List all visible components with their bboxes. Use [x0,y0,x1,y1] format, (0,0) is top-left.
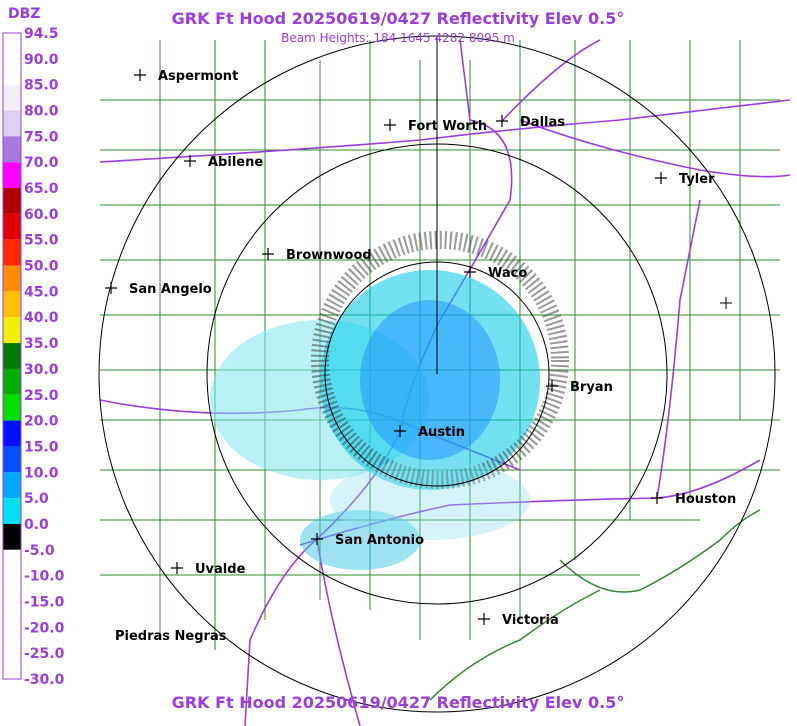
legend-label: 55.0 [24,233,59,249]
legend-swatch [3,420,21,447]
legend-label: -10.0 [24,569,65,585]
legend-label: 60.0 [24,207,59,223]
legend-label: 90.0 [24,52,59,68]
legend-label: 94.5 [24,26,59,42]
city-label: Dallas [520,115,565,130]
city-marker [262,248,274,260]
legend-swatch [3,162,21,189]
city-marker [651,492,663,504]
legend-label: 80.0 [24,104,59,120]
legend-label: 20.0 [24,414,59,430]
city-marker [384,119,396,131]
legend-label: 45.0 [24,284,59,300]
legend-swatch [3,498,21,524]
city-marker [464,266,476,278]
city-marker [184,155,196,167]
legend-label: 30.0 [24,362,59,378]
city-label: San Antonio [335,533,424,548]
legend-frame [2,32,22,680]
marker [720,297,732,309]
legend-swatch [3,343,21,369]
city-label: Austin [418,425,465,440]
footer-title: GRK Ft Hood 20250619/0427 Reflectivity E… [172,693,625,712]
city-marker [655,172,667,184]
legend-swatch [3,58,21,85]
legend-swatch [3,653,21,679]
legend-swatch [3,575,21,602]
legend-label: -25.0 [24,646,65,662]
legend-swatch [3,239,21,266]
coastline [429,509,761,701]
legend-swatch [3,523,21,550]
legend-label: 50.0 [24,259,59,275]
legend-label: 65.0 [24,181,59,197]
legend-swatch [3,291,21,318]
city-marker [546,380,558,392]
legend-swatch [3,213,21,240]
legend-label: 25.0 [24,388,59,404]
legend-label: -5.0 [24,543,55,559]
legend-label: -20.0 [24,620,65,636]
city-marker [496,115,508,127]
legend-label: 40.0 [24,310,59,326]
city-marker [478,613,490,625]
legend-swatch [3,265,21,292]
city-label: Uvalde [195,562,246,577]
legend-swatch [3,368,21,395]
city-label: Victoria [502,613,559,628]
city-marker [105,282,117,294]
radar-echo [210,231,569,570]
legend: DBZ 94.5 90.0 85.0 80.0 75.0 70.0 65.0 60.0 55.0… [2,6,65,688]
legend-label: 85.0 [24,78,59,94]
legend-label: 70.0 [24,155,59,171]
city-marker [134,69,146,81]
range-rings [98,35,776,713]
legend-swatch [3,446,21,473]
legend-label: -15.0 [24,594,65,610]
legend-swatch [3,601,21,628]
title: GRK Ft Hood 20250619/0427 Reflectivity E… [172,9,625,28]
legend-label: 75.0 [24,129,59,145]
legend-label: -30.0 [24,672,65,688]
legend-swatch [3,317,21,344]
city-label: Tyler [679,172,715,187]
legend-unit: DBZ [8,6,40,22]
legend-label: 10.0 [24,465,59,481]
city-label: Houston [675,492,736,507]
basemap [98,35,791,726]
legend-swatch [3,549,21,576]
legend-swatch [3,394,21,421]
city-label: Bryan [570,380,613,395]
city-marker [394,425,406,437]
legend-label: 15.0 [24,439,59,455]
legend-label: 5.0 [24,491,49,507]
city-label: Brownwood [286,248,372,263]
subtitle: Beam Heights: 184 1645 4282 8095 m [281,31,515,45]
city-label: Waco [488,266,527,281]
legend-swatch [3,33,21,59]
legend-swatch [3,627,21,654]
legend-swatch [3,472,21,499]
legend-label: 0.0 [24,517,49,533]
legend-swatch [3,110,21,137]
legend-label: 35.0 [24,336,59,352]
legend-swatch [3,188,21,214]
cities: Aspermont Fort Worth Dallas Abilene Tyler Bro… [105,69,736,644]
city-marker [171,562,183,574]
city-label: Abilene [208,155,263,170]
legend-swatch [3,136,21,163]
city-label: Aspermont [158,69,238,84]
legend-swatch [3,84,21,111]
city-marker [311,533,323,545]
city-label: Piedras Negras [115,629,227,644]
city-label: Fort Worth [408,119,487,134]
city-label: San Angelo [129,282,212,297]
